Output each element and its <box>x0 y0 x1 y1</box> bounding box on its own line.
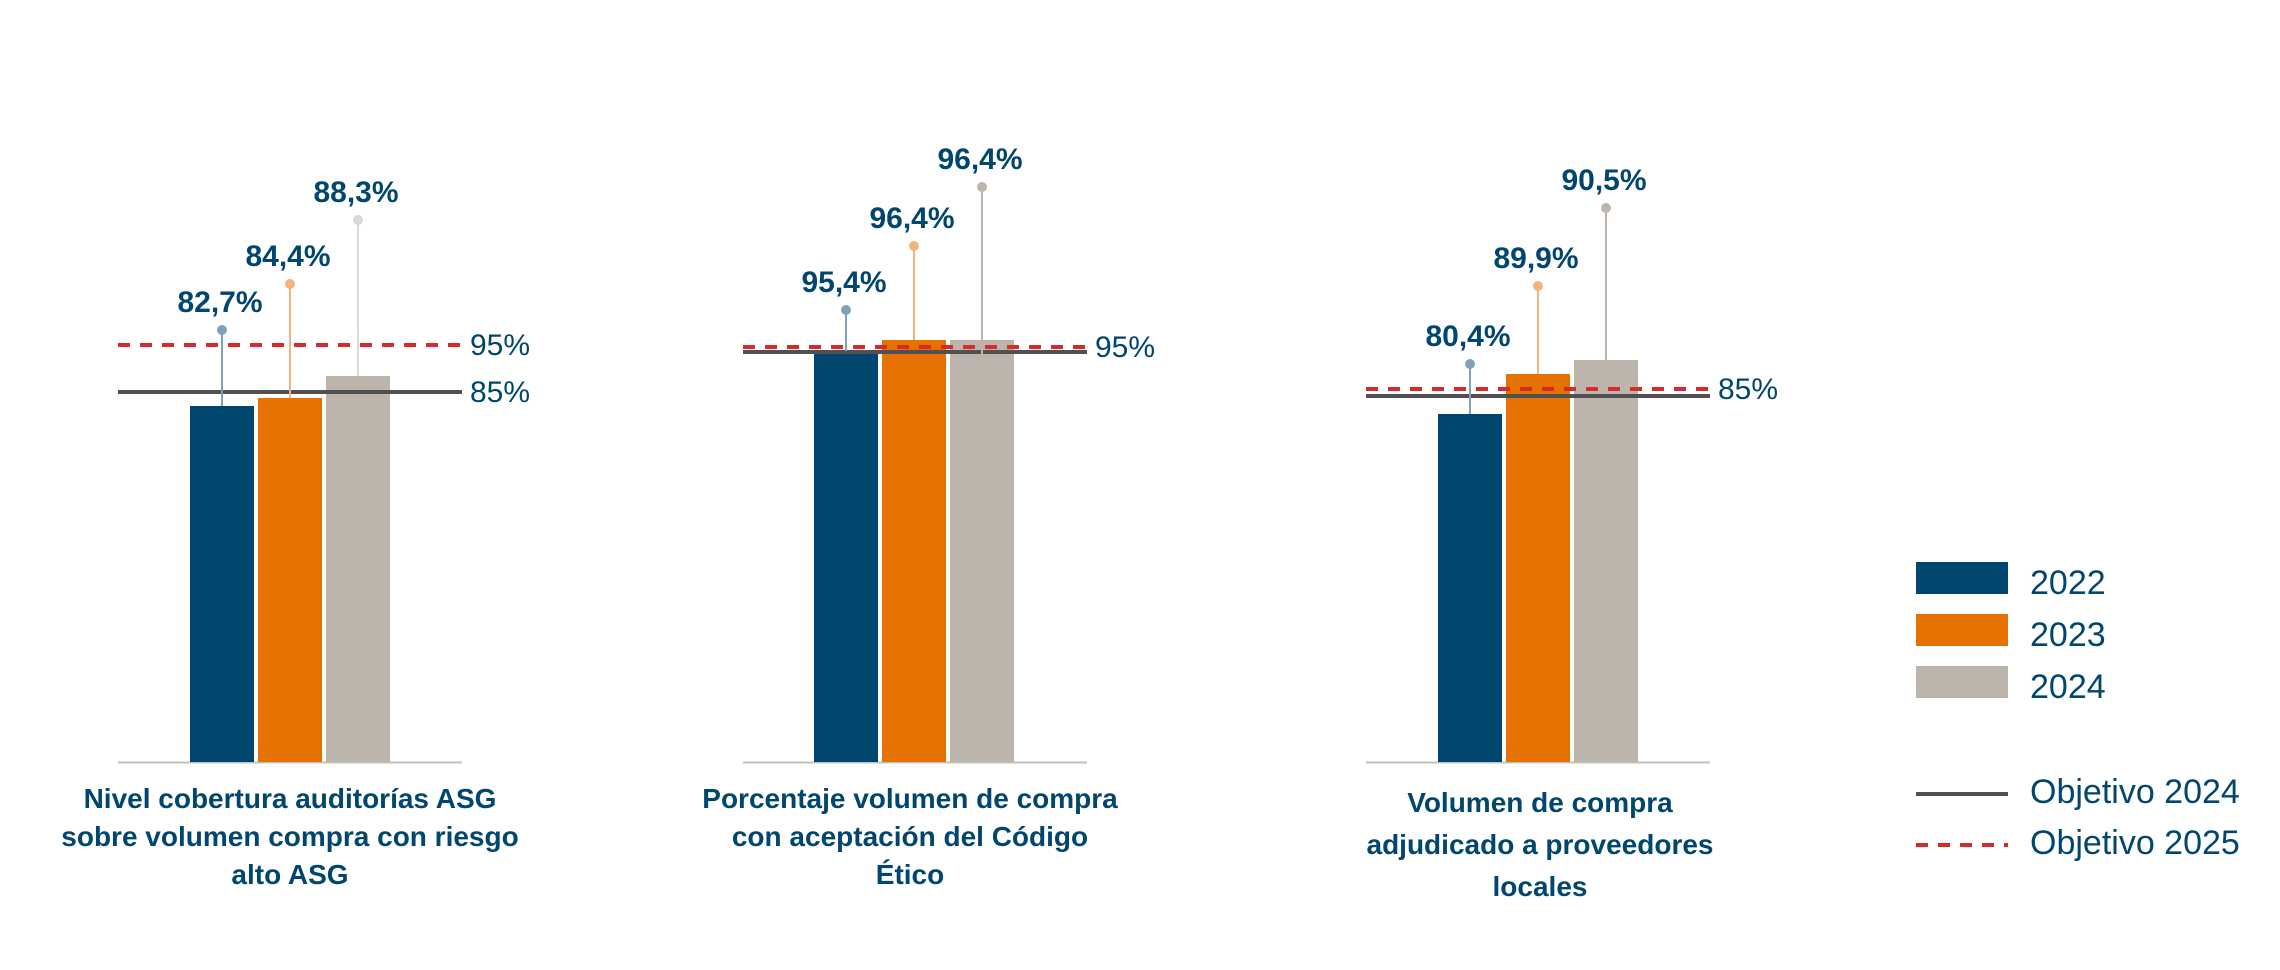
value-dot-2022 <box>1465 359 1475 369</box>
data-label-2023: 96,4% <box>869 202 954 235</box>
value-dot-2023 <box>1533 281 1543 291</box>
value-dot-2023 <box>285 279 295 289</box>
data-label-2023: 89,9% <box>1493 242 1578 275</box>
data-label-2022: 95,4% <box>801 266 886 299</box>
value-dot-2024 <box>1601 203 1611 213</box>
target-label-objetivo-2025: 85% <box>1718 373 1778 406</box>
chart-3: 80,4% 89,9% 90,5% 85% <box>1366 164 1778 764</box>
data-label-2024: 90,5% <box>1561 164 1646 197</box>
chart-2: 95,4% 96,4% 96,4% 95% <box>743 143 1155 764</box>
bar-2022 <box>190 406 254 762</box>
bar-2024 <box>326 376 390 762</box>
legend-swatch-2024 <box>1916 666 2008 698</box>
legend-label-2022: 2022 <box>2030 564 2106 602</box>
chart-1: 82,7% 84,4% 88,3% 95% 85% <box>118 176 530 764</box>
data-label-2024: 96,4% <box>937 143 1022 176</box>
legend-label-objetivo-2025: Objetivo 2025 <box>2030 824 2240 862</box>
value-dot-2022 <box>841 305 851 315</box>
legend-swatch-2022 <box>1916 562 2008 594</box>
value-dot-2022 <box>217 325 227 335</box>
data-label-2024: 88,3% <box>313 176 398 209</box>
bar-2024 <box>950 340 1014 762</box>
data-label-2022: 80,4% <box>1425 320 1510 353</box>
chart-title-1: Nivel cobertura auditorías ASG sobre vol… <box>61 783 519 890</box>
bar-2023 <box>882 340 946 762</box>
value-dot-2024 <box>977 182 987 192</box>
legend-label-objetivo-2024: Objetivo 2024 <box>2030 773 2240 811</box>
bar-2023 <box>258 398 322 762</box>
data-label-2023: 84,4% <box>245 240 330 273</box>
legend-label-2024: 2024 <box>2030 668 2106 706</box>
target-label-objetivo-2025: 95% <box>470 329 530 362</box>
chart-title-3: Volumen de compra adjudicado a proveedor… <box>1366 787 1714 902</box>
legend: 2022 2023 2024 Objetivo 2024 Objetivo 20… <box>1916 562 2240 862</box>
data-label-2022: 82,7% <box>177 286 262 319</box>
legend-swatch-2023 <box>1916 614 2008 646</box>
charts-group: 82,7%84,4%88,3%95%85%95,4%96,4%96,4%95% 8… <box>118 143 1778 764</box>
value-dot-2024 <box>353 215 363 225</box>
bar-2022 <box>1438 414 1502 762</box>
bar-2022 <box>814 350 878 762</box>
bar-2024 <box>1574 360 1638 762</box>
bar-2023 <box>1506 374 1570 762</box>
target-label-objetivo-2024: 85% <box>470 376 530 409</box>
legend-label-2023: 2023 <box>2030 616 2106 654</box>
chart-title-2: Porcentaje volumen de compra con aceptac… <box>702 783 1118 890</box>
target-label-objetivo-2025: 95% <box>1095 331 1155 364</box>
value-dot-2023 <box>909 241 919 251</box>
